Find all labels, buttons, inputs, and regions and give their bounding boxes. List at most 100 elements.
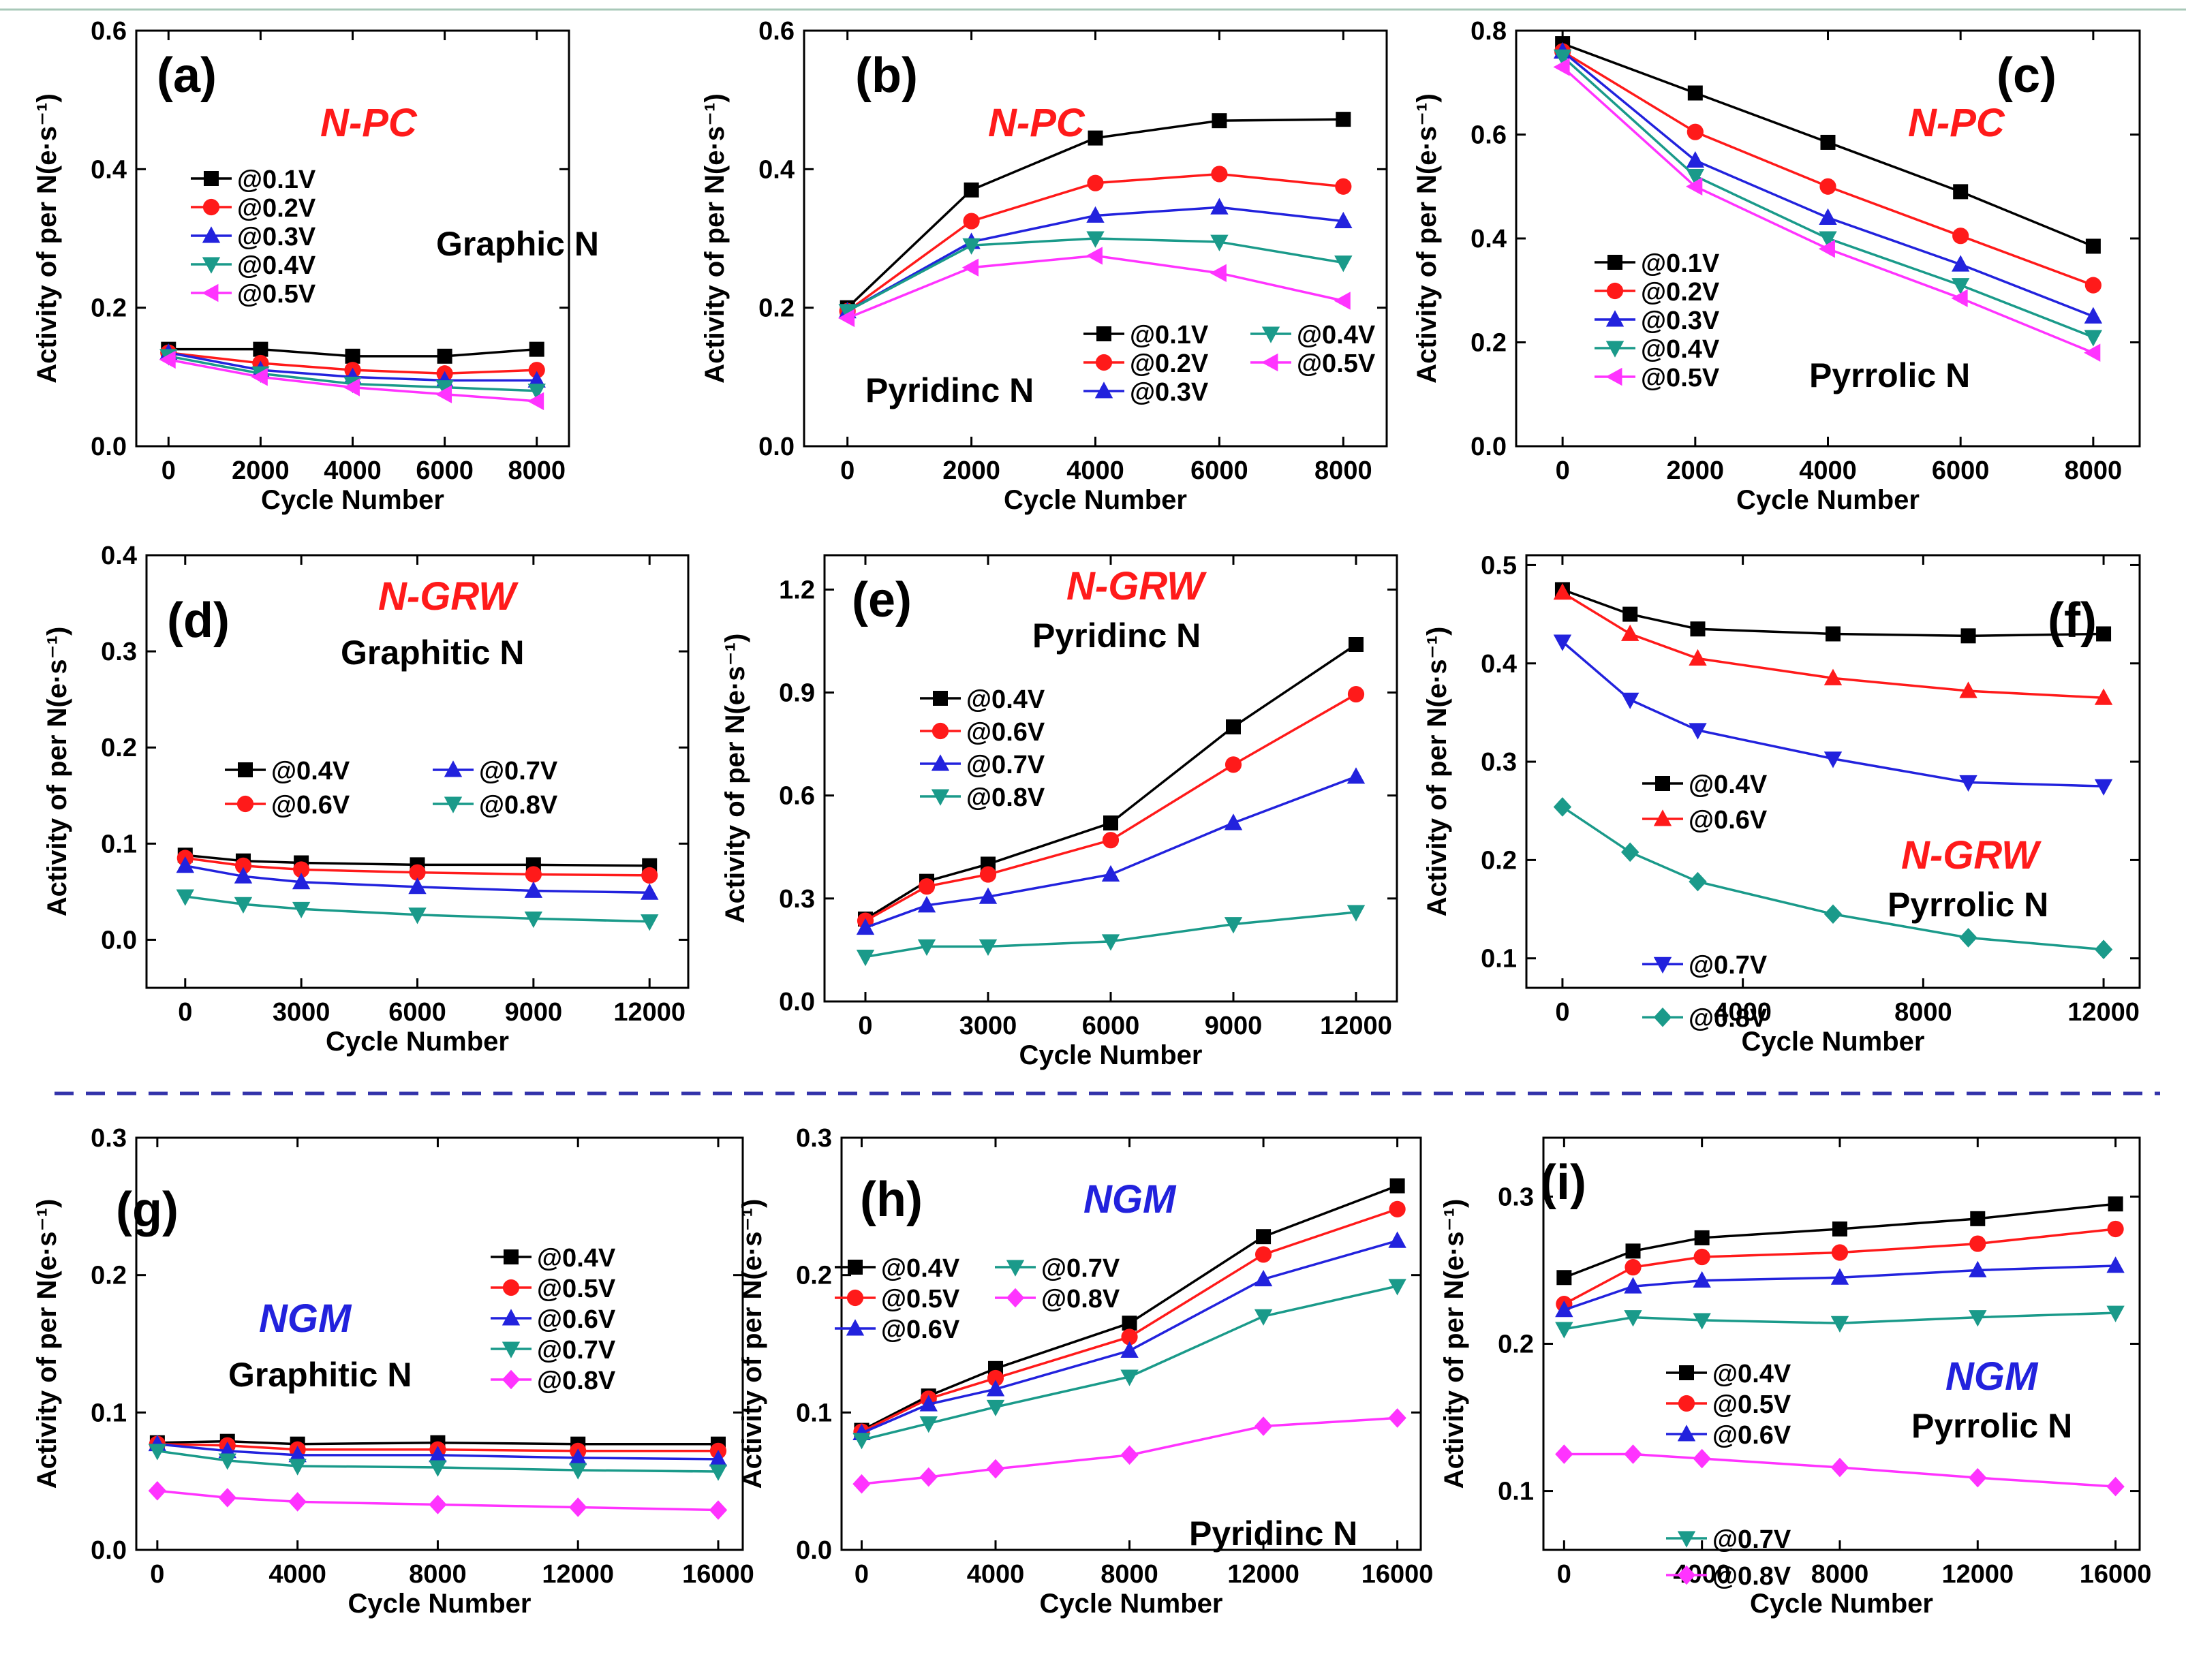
x-tick-label: 3000 [273,998,330,1027]
y-tick-label: 0.1 [1481,945,1517,974]
x-tick-label: 4000 [1799,456,1857,485]
legend-label: @0.4V [1297,321,1376,349]
data-point [1818,240,1835,258]
sample-name: N-GRW [1066,564,1207,608]
data-point [1953,184,1969,200]
legend-label: @0.8V [1041,1285,1120,1313]
data-point [429,1460,447,1477]
legend-label: @0.4V [537,1244,616,1273]
data-point [2084,330,2103,347]
x-axis-label: Cycle Number [326,1027,509,1057]
x-axis-label: Cycle Number [261,485,444,515]
y-tick-label: 0.2 [91,1262,127,1290]
data-point [1693,1313,1711,1330]
legend-marker [502,1309,521,1326]
y-tick-label: 0.3 [1498,1183,1534,1211]
y-axis-label: Activity of per N(e·s⁻¹) [737,1199,767,1489]
data-point [1388,1408,1406,1428]
legend-label: @0.6V [1689,806,1768,835]
series-line-@0.4V [865,643,1357,920]
data-point [234,867,253,884]
legend-marker [1605,310,1625,327]
data-point [1122,1316,1137,1331]
x-axis-label: Cycle Number [1019,1040,1203,1070]
panel-b: 0 2000 4000 6000 8000 0.0 0.2 0.4 0.6 Cycle Numbe… [700,17,1388,515]
nitrogen-type-label: Pyrrolic N [1809,356,1970,394]
y-axis-label: Activity of per N(e·s⁻¹) [1422,627,1452,917]
legend-marker [202,198,220,216]
x-tick-label: 8000 [2065,456,2123,485]
sample-name: N-PC [1908,101,2005,145]
y-axis-label: Activity of per N(e·s⁻¹) [700,93,730,384]
data-point [1349,637,1364,652]
legend-label: @0.3V [1641,307,1720,335]
series-line-@0.4V [1563,1202,2116,1279]
legend-marker [1653,1007,1672,1027]
data-point [251,368,268,386]
data-point [408,907,427,924]
y-tick-label: 0.3 [1481,748,1517,777]
series-line-@0.4V [1562,588,2104,638]
x-axis-label: Cycle Number [1004,485,1187,515]
x-tick-label: 6000 [1082,1012,1140,1040]
legend-marker [848,1260,863,1275]
data-point [961,258,979,277]
x-tick-label: 2000 [1667,456,1725,485]
data-point [962,238,981,255]
data-point [1102,832,1120,849]
y-tick-label: 0.3 [779,885,815,914]
data-point [1621,624,1640,641]
data-point [2108,1196,2123,1212]
legend-label: @0.8V [479,791,558,820]
legend-label: @0.8V [1712,1562,1791,1591]
data-point [1086,231,1105,248]
data-point [234,897,253,914]
legend-marker [236,795,254,813]
series-line-@0.7V [157,1450,719,1473]
x-tick-label: 9000 [505,998,563,1027]
data-point [253,341,268,357]
data-point [1823,904,1843,924]
x-tick-label: 0 [161,456,176,485]
legend-label: @0.5V [1712,1390,1791,1419]
panel-label: (a) [157,48,217,103]
panel-g: 0 4000 8000 12000 16000 0.0 0.1 0.2 0.3 Cycle Num… [32,1124,754,1619]
nitrogen-type-label: Graphitic N [341,634,524,672]
data-point [1120,1445,1139,1465]
sample-name: NGM [259,1296,352,1341]
data-point [1388,1231,1406,1248]
series-line-@0.4V [861,1184,1398,1432]
legend-label: @0.6V [881,1316,960,1344]
data-point [1254,1309,1273,1326]
data-point [1951,278,1970,295]
legend-marker [1261,353,1278,372]
y-tick-label: 0.2 [1471,329,1507,358]
data-point [641,867,658,884]
y-tick-label: 0.3 [101,638,137,666]
data-point [1689,723,1707,740]
data-point [964,182,979,198]
panel-label: (i) [1540,1155,1586,1210]
x-tick-label: 0 [1555,998,1569,1027]
x-tick-label: 4000 [1066,456,1124,485]
data-point [1819,178,1836,195]
data-point [1389,1178,1405,1194]
legend-marker [1677,1565,1696,1585]
data-point [979,887,998,904]
x-tick-label: 8000 [1100,1560,1158,1589]
data-point [1335,178,1352,195]
legend-marker [1677,1425,1696,1442]
legend-label: @0.8V [1689,1004,1768,1033]
panel-c: 0 2000 4000 6000 8000 0.0 0.2 0.4 0.6 0.8 Cycle Nu… [1412,17,2141,515]
legend-label: @0.4V [271,757,350,785]
legend-marker [1006,1288,1025,1308]
panel-label: (b) [855,48,918,103]
legend-label: @0.7V [1041,1254,1120,1283]
data-point [159,350,176,369]
sample-name: N-PC [320,101,418,145]
data-point [1624,1277,1642,1294]
y-tick-label: 0.4 [1471,225,1507,253]
legend-marker [933,691,948,706]
legend-marker [931,789,950,806]
legend-marker [444,796,463,813]
